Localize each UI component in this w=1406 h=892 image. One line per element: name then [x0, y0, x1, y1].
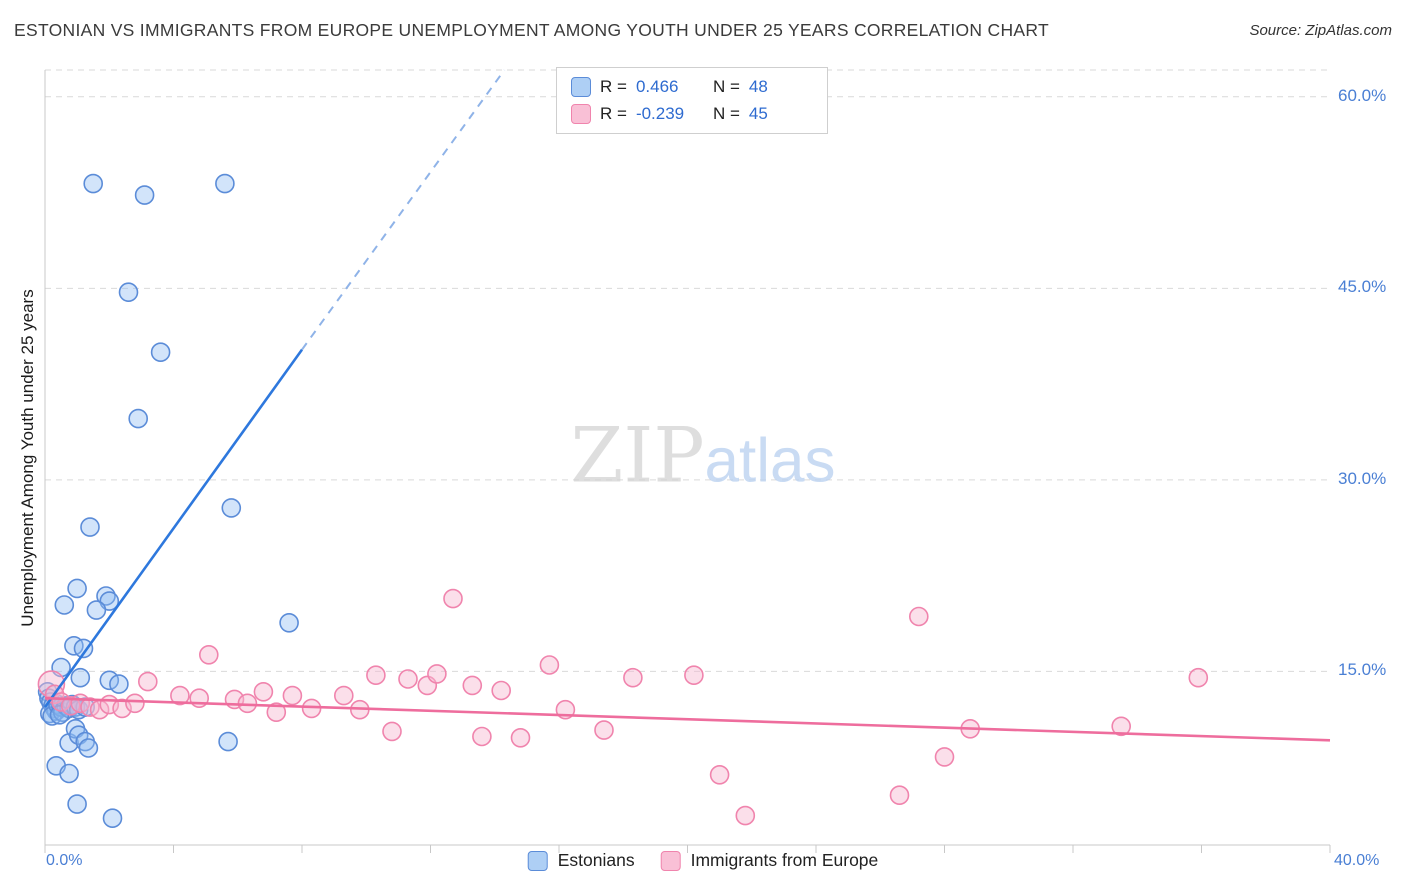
data-point-estonians	[54, 595, 75, 615]
legend-label: Estonians	[557, 850, 635, 870]
data-point-estonians	[118, 282, 139, 303]
data-point-immigrants	[266, 702, 287, 723]
data-point-estonians	[59, 763, 79, 784]
legend-label: Immigrants from Europe	[690, 850, 879, 870]
y-tick-label: 60.0%	[1338, 85, 1387, 105]
bottom-legend: Estonians Immigrants from Europe	[527, 850, 879, 871]
data-point-estonians	[70, 667, 91, 688]
data-point-estonians	[102, 808, 123, 829]
watermark-atlas: atlas	[704, 426, 836, 496]
stats-row-estonians: R = 0.466 N = 48	[571, 77, 811, 97]
data-point-immigrants	[472, 726, 492, 747]
data-point-immigrants	[237, 693, 258, 714]
data-point-immigrants	[908, 606, 929, 627]
data-point-estonians	[279, 612, 299, 633]
data-point-estonians	[109, 674, 129, 694]
x-axis-max-label: 40.0%	[1334, 852, 1380, 869]
data-point-immigrants	[623, 667, 643, 688]
data-point-immigrants	[253, 681, 274, 702]
r-value: 0.466	[635, 77, 679, 96]
data-point-estonians	[150, 342, 171, 363]
watermark: ZIPatlas	[571, 411, 836, 500]
data-point-estonians	[83, 173, 103, 194]
data-point-immigrants	[398, 669, 418, 689]
n-label: N =	[712, 104, 740, 123]
y-tick-label: 45.0%	[1338, 277, 1387, 297]
data-point-immigrants	[427, 664, 447, 684]
data-point-estonians	[67, 578, 87, 599]
data-point-estonians	[128, 408, 148, 429]
data-point-immigrants	[709, 764, 730, 785]
page-title: ESTONIAN VS IMMIGRANTS FROM EUROPE UNEMP…	[14, 20, 1049, 40]
data-point-estonians	[80, 517, 100, 537]
data-point-immigrants	[138, 671, 158, 692]
data-point-immigrants	[199, 644, 219, 665]
source-label: Source: ZipAtlas.com	[1249, 22, 1392, 39]
data-point-immigrants	[735, 805, 756, 826]
data-point-immigrants	[1188, 667, 1209, 688]
data-point-immigrants	[366, 665, 386, 686]
immigrants-swatch-icon	[571, 104, 591, 124]
data-point-immigrants	[443, 588, 463, 609]
immigrants-swatch-icon	[660, 850, 681, 871]
trendline	[43, 348, 304, 708]
legend-item-estonians: Estonians	[527, 850, 635, 871]
y-tick-label: 15.0%	[1338, 660, 1387, 680]
data-point-estonians	[221, 498, 242, 518]
data-point-estonians	[215, 173, 235, 194]
trendline-extension	[301, 69, 506, 351]
data-point-immigrants	[510, 727, 531, 748]
data-point-immigrants	[282, 685, 303, 706]
watermark-zip: ZIP	[570, 410, 705, 500]
trendline	[44, 696, 1331, 742]
data-point-estonians	[67, 794, 87, 814]
data-point-immigrants	[333, 685, 354, 706]
data-point-immigrants	[594, 720, 614, 740]
data-point-immigrants	[491, 680, 512, 701]
stats-row-immigrants: R = -0.239 N = 45	[571, 104, 811, 124]
r-value: -0.239	[635, 104, 685, 123]
n-value: 45	[748, 104, 768, 123]
legend-item-immigrants: Immigrants from Europe	[660, 850, 879, 871]
y-axis-title: Unemployment Among Youth under 25 years	[18, 289, 37, 627]
data-point-immigrants	[889, 785, 910, 806]
data-point-immigrants	[1111, 716, 1131, 737]
data-point-estonians	[78, 738, 99, 758]
y-tick-label: 30.0%	[1338, 468, 1387, 488]
n-value: 48	[748, 77, 768, 96]
data-point-estonians	[134, 185, 155, 205]
data-point-immigrants	[934, 747, 955, 767]
data-point-immigrants	[125, 693, 145, 714]
r-label: R =	[600, 104, 627, 123]
stats-legend: R = 0.466 N = 48 R = -0.239 N = 45	[556, 67, 828, 134]
data-point-immigrants	[462, 675, 483, 696]
data-point-immigrants	[382, 721, 402, 742]
data-point-immigrants	[539, 655, 560, 675]
data-point-immigrants	[170, 685, 190, 706]
x-axis-min-label: 0.0%	[46, 852, 83, 869]
data-point-estonians	[73, 638, 94, 659]
estonians-swatch-icon	[571, 77, 591, 97]
estonians-swatch-icon	[527, 850, 548, 871]
n-label: N =	[712, 77, 740, 96]
data-point-immigrants	[684, 665, 704, 686]
data-point-estonians	[218, 731, 238, 752]
data-point-estonians	[86, 600, 107, 620]
r-label: R =	[600, 77, 627, 96]
